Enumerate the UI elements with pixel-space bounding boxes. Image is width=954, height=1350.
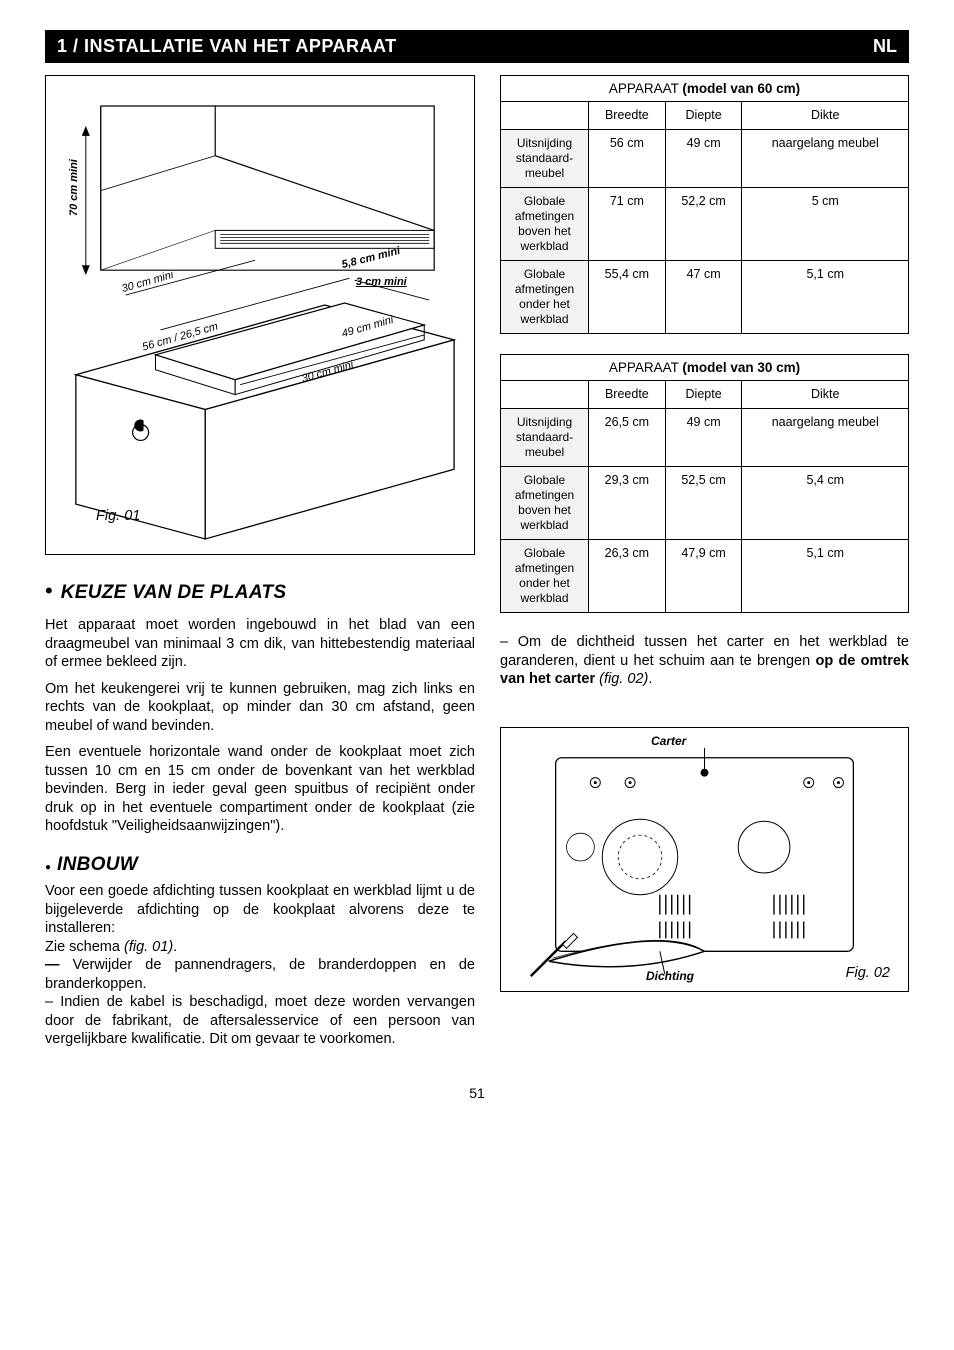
row-label: Globale afmetingen boven het werkblad: [501, 467, 589, 540]
table-row: Globale afmetingen onder het werkblad 55…: [501, 261, 909, 334]
cell: 47 cm: [665, 261, 742, 334]
cell: 71 cm: [589, 188, 666, 261]
figure-02-svg: [501, 728, 908, 991]
table-30-caption: APPARAAT (model van 30 cm): [500, 354, 909, 380]
table-row: Globale afmetingen boven het werkblad 29…: [501, 467, 909, 540]
s2-p3: — Verwijder de pannendragers, de brander…: [45, 956, 475, 993]
cell: 52,5 cm: [665, 467, 742, 540]
cell: 5,1 cm: [742, 540, 909, 613]
empty-header: [501, 381, 589, 409]
figure-01: 70 cm mini 30 cm mini 5,8 cm mini 3 cm m…: [45, 75, 475, 555]
page-number: 51: [45, 1085, 909, 1101]
s2-p2: Zie schema (fig. 01).: [45, 938, 475, 957]
table-header-row: Breedte Diepte Dikte: [501, 102, 909, 130]
t30-cap-plain: APPARAAT: [609, 360, 683, 375]
left-column: 70 cm mini 30 cm mini 5,8 cm mini 3 cm m…: [45, 75, 475, 1057]
t60-cap-bold: (model van 60 cm): [682, 81, 800, 96]
table-header-row: Breedte Diepte Dikte: [501, 381, 909, 409]
figure-01-svg: [46, 76, 474, 554]
s2-p4: – Indien de kabel is beschadigd, moet de…: [45, 993, 475, 1049]
rn-post: .: [648, 671, 652, 687]
row-label: Globale afmetingen onder het werkblad: [501, 540, 589, 613]
s2-p2-pre: Zie schema: [45, 939, 124, 955]
row-label: Uitsnijding standaard-meubel: [501, 130, 589, 188]
s2-p4-text: Indien de kabel is beschadigd, moet deze…: [45, 994, 475, 1047]
section-keuze: • KEUZE VAN DE PLAATS: [45, 580, 475, 616]
s1-p3: Een eventuele horizontale wand onder de …: [45, 743, 475, 836]
figure-02: Carter Dichting Fig. 02: [500, 727, 909, 992]
spec-table-60: APPARAAT (model van 60 cm) Breedte Diept…: [500, 75, 909, 334]
table-row: Uitsnijding standaard-meubel 26,5 cm 49 …: [501, 409, 909, 467]
right-note: – Om de dichtheid tussen het carter en h…: [500, 633, 909, 689]
cell: 56 cm: [589, 130, 666, 188]
table-row: Uitsnijding standaard-meubel 56 cm 49 cm…: [501, 130, 909, 188]
col-dikte: Dikte: [742, 381, 909, 409]
cell: 5,4 cm: [742, 467, 909, 540]
rn-fig: (fig. 02): [599, 671, 648, 687]
table-row: Globale afmetingen onder het werkblad 26…: [501, 540, 909, 613]
row-label: Uitsnijding standaard-meubel: [501, 409, 589, 467]
col-diepte: Diepte: [665, 381, 742, 409]
cell: 29,3 cm: [589, 467, 666, 540]
header-lang: NL: [873, 36, 897, 57]
bullet-icon: ●: [45, 862, 51, 873]
col-breedte: Breedte: [589, 381, 666, 409]
row-label: Globale afmetingen onder het werkblad: [501, 261, 589, 334]
table-60-caption: APPARAAT (model van 60 cm): [500, 75, 909, 101]
cell: 5,1 cm: [742, 261, 909, 334]
fig2-carter-label: Carter: [651, 734, 686, 748]
cell: naargelang meubel: [742, 130, 909, 188]
col-diepte: Diepte: [665, 102, 742, 130]
section-title-inbouw: INBOUW: [57, 854, 138, 876]
fig2-caption: Fig. 02: [846, 965, 890, 981]
t60-cap-plain: APPARAAT: [609, 81, 683, 96]
bullet-icon: •: [45, 580, 53, 602]
s2-p3-text: Verwijder de pannendragers, de branderdo…: [45, 957, 475, 992]
section-header: 1 / INSTALLATIE VAN HET APPARAAT NL: [45, 30, 909, 63]
fig1-caption: Fig. 01: [96, 508, 140, 524]
row-label: Globale afmetingen boven het werkblad: [501, 188, 589, 261]
cell: 49 cm: [665, 409, 742, 467]
fig2-dichting-label: Dichting: [646, 969, 694, 983]
s1-p2: Om het keukengerei vrij te kunnen gebrui…: [45, 680, 475, 736]
table-row: Globale afmetingen boven het werkblad 71…: [501, 188, 909, 261]
empty-header: [501, 102, 589, 130]
two-column-layout: 70 cm mini 30 cm mini 5,8 cm mini 3 cm m…: [45, 75, 909, 1057]
s2-p1: Voor een goede afdichting tussen kookpla…: [45, 882, 475, 938]
col-breedte: Breedte: [589, 102, 666, 130]
header-title: 1 / INSTALLATIE VAN HET APPARAAT: [57, 36, 397, 57]
fig1-label-70: 70 cm mini: [68, 159, 80, 216]
s2-p2-post: .: [173, 939, 177, 955]
cell: 47,9 cm: [665, 540, 742, 613]
cell: naargelang meubel: [742, 409, 909, 467]
cell: 55,4 cm: [589, 261, 666, 334]
right-column: APPARAAT (model van 60 cm) Breedte Diept…: [500, 75, 909, 1057]
col-dikte: Dikte: [742, 102, 909, 130]
cell: 26,3 cm: [589, 540, 666, 613]
fig1-label-3: 3 cm mini: [356, 276, 407, 288]
s2-p2-fig: (fig. 01): [124, 939, 173, 955]
cell: 5 cm: [742, 188, 909, 261]
spec-table-30: APPARAAT (model van 30 cm) Breedte Diept…: [500, 354, 909, 613]
section-inbouw: ● INBOUW: [45, 854, 475, 882]
cell: 26,5 cm: [589, 409, 666, 467]
cell: 49 cm: [665, 130, 742, 188]
section-title-keuze: KEUZE VAN DE PLAATS: [61, 582, 287, 604]
t30-cap-bold: (model van 30 cm): [682, 360, 800, 375]
s1-p1: Het apparaat moet worden ingebouwd in he…: [45, 616, 475, 672]
cell: 52,2 cm: [665, 188, 742, 261]
